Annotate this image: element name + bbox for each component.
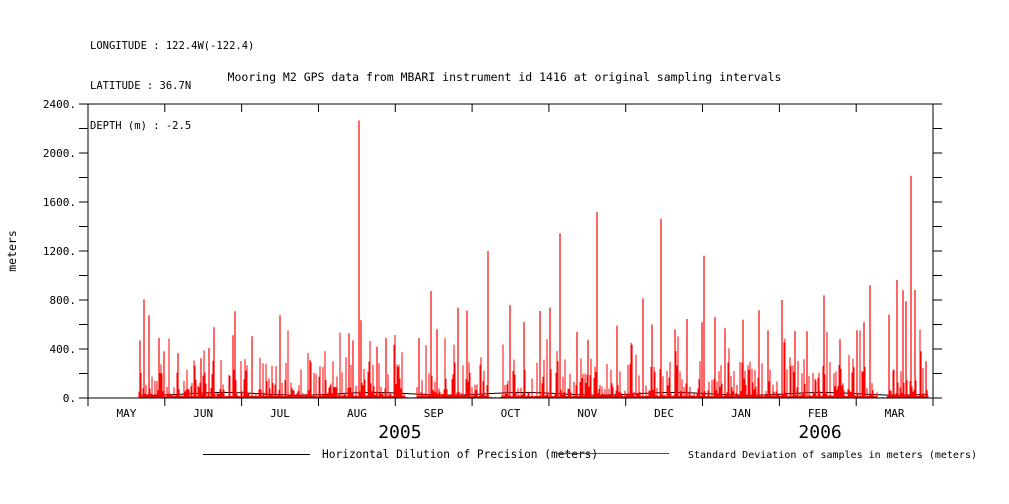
x-month-label: JUN — [193, 407, 213, 420]
x-month-label: MAR — [885, 407, 905, 420]
x-year-label: 2006 — [798, 422, 841, 443]
latitude-text: LATITUDE : 36.7N — [90, 80, 192, 93]
y-tick-label: 800. — [50, 294, 77, 307]
legend-label-hdop: Horizontal Dilution of Precision (meters… — [322, 448, 599, 461]
y-tick-label: 1200. — [43, 245, 76, 258]
series-hdop — [139, 392, 929, 396]
x-month-label: SEP — [424, 407, 444, 420]
x-month-label: JAN — [731, 407, 751, 420]
x-month-label: FEB — [808, 407, 828, 420]
chart-title: Mooring M2 GPS data from MBARI instrumen… — [227, 70, 782, 84]
x-month-label: DEC — [654, 407, 674, 420]
x-year-label: 2005 — [378, 422, 421, 443]
series-stddev-spikes — [139, 120, 927, 398]
x-month-label: OCT — [501, 407, 521, 420]
x-month-label: MAY — [116, 407, 136, 420]
legend-label-stddev: Standard Deviation of samples in meters … — [688, 450, 977, 461]
y-tick-label: 0. — [63, 392, 76, 405]
x-month-label: JUL — [270, 407, 290, 420]
y-tick-label: 2400. — [43, 98, 76, 111]
y-tick-label: 2000. — [43, 147, 76, 160]
x-month-label: NOV — [577, 407, 597, 420]
legend-line-stddev — [556, 453, 669, 454]
y-tick-label: 1600. — [43, 196, 76, 209]
x-month-label: AUG — [347, 407, 367, 420]
y-axis-label: meters — [5, 230, 19, 272]
legend-line-hdop — [203, 454, 310, 455]
y-tick-label: 400. — [50, 343, 77, 356]
station-metadata: LONGITUDE : 122.4W(-122.4) LATITUDE : 36… — [90, 14, 254, 159]
depth-text: DEPTH (m) : -2.5 — [90, 119, 192, 132]
longitude-text: LONGITUDE : 122.4W(-122.4) — [90, 40, 255, 53]
series-stddev-baseline — [138, 329, 929, 398]
